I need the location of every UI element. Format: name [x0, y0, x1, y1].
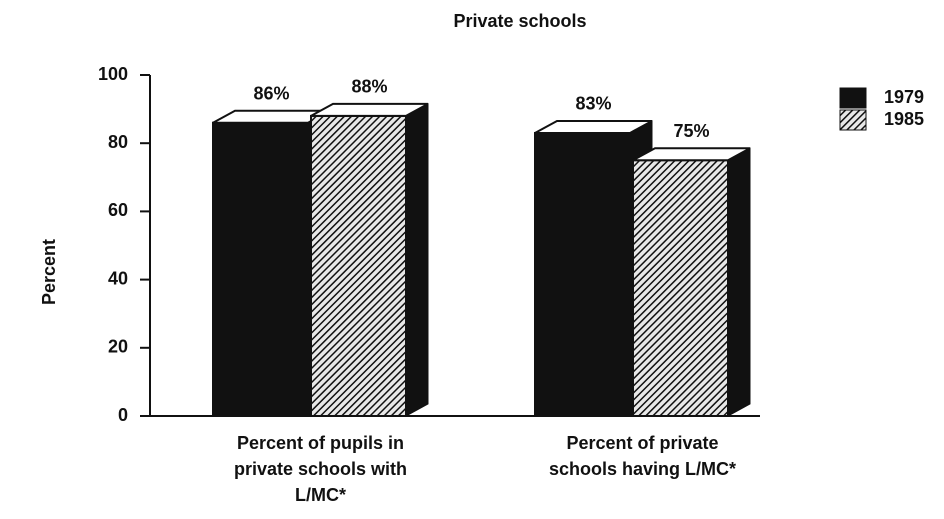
- bar-side: [727, 147, 751, 417]
- bar-front: [310, 114, 407, 417]
- legend-swatch: [839, 87, 867, 109]
- legend-swatch: [839, 109, 867, 131]
- y-tick-label: 20: [108, 337, 128, 357]
- bar: [310, 102, 429, 417]
- y-tick-label: 60: [108, 200, 128, 220]
- x-tick-label: Percent of pupils in private schools with…: [234, 433, 407, 505]
- value-label: 88%: [351, 77, 387, 97]
- bar-front: [632, 159, 729, 417]
- bar-top: [310, 102, 429, 117]
- y-tick-label: 40: [108, 268, 128, 288]
- legend-label: 1985: [884, 109, 924, 129]
- y-tick-label: 0: [118, 405, 128, 425]
- value-label: 83%: [575, 94, 611, 114]
- x-tick-label: Percent of private schools having L/MC*: [549, 433, 736, 479]
- chart-title: Private schools: [453, 11, 586, 31]
- y-axis-label: Percent: [39, 239, 59, 305]
- value-label: 75%: [673, 121, 709, 141]
- bar-front: [534, 131, 631, 417]
- bar: [632, 147, 751, 417]
- bar-front: [212, 121, 309, 418]
- legend-label: 1979: [884, 87, 924, 107]
- bar-top: [534, 119, 653, 134]
- bar-top: [632, 147, 751, 162]
- bar-side: [405, 103, 429, 417]
- value-label: 86%: [253, 83, 289, 103]
- y-tick-label: 100: [98, 64, 128, 84]
- y-tick-label: 80: [108, 132, 128, 152]
